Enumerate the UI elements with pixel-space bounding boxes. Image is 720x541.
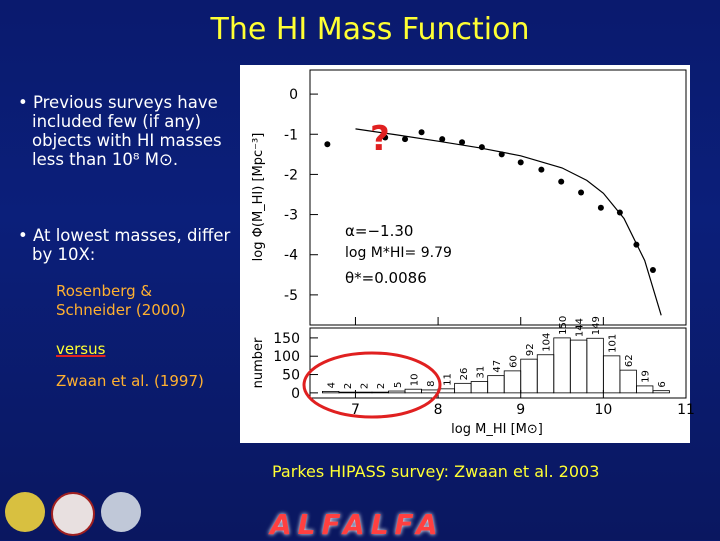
y-tick-label: -1 bbox=[284, 127, 298, 143]
bar-label: 2 bbox=[343, 383, 354, 389]
histogram-bar bbox=[371, 391, 389, 394]
data-point bbox=[439, 136, 446, 143]
annotation: ? bbox=[370, 119, 390, 159]
histogram-bar bbox=[355, 391, 373, 394]
x-tick-label: 8 bbox=[434, 402, 443, 418]
bar-label: 92 bbox=[525, 343, 536, 356]
histogram-bar bbox=[652, 390, 670, 394]
x-tick-label: 11 bbox=[677, 402, 695, 418]
logo bbox=[5, 492, 45, 532]
bar-label: 62 bbox=[624, 354, 635, 367]
bar-label: 150 bbox=[558, 316, 569, 335]
plot-frame bbox=[309, 69, 687, 326]
annotation: log M*HI= 9.79 bbox=[345, 245, 452, 261]
reference: Zwaan et al. (1997) bbox=[56, 372, 204, 390]
x-tick-label: 10 bbox=[594, 402, 612, 418]
bar-label: 4 bbox=[327, 382, 338, 388]
data-point bbox=[459, 139, 466, 146]
bar-label: 47 bbox=[492, 360, 503, 373]
bar-label: 2 bbox=[376, 383, 387, 389]
fit-line bbox=[355, 128, 662, 316]
y-tick-label: -4 bbox=[284, 248, 298, 264]
data-point bbox=[418, 129, 425, 136]
y-tick-label: -5 bbox=[284, 288, 298, 304]
reference: Rosenberg & Schneider (2000) bbox=[56, 282, 186, 319]
histogram-bar bbox=[338, 391, 356, 394]
data-point bbox=[649, 266, 656, 273]
bar-label: 19 bbox=[641, 370, 652, 383]
bullet: • Previous surveys have included few (if… bbox=[18, 93, 222, 169]
x-axis-label: log M_HI [M⊙] bbox=[451, 422, 543, 437]
data-point bbox=[578, 189, 585, 196]
data-point bbox=[324, 141, 331, 148]
bar-label: 60 bbox=[508, 355, 519, 368]
histogram-bar bbox=[619, 369, 637, 394]
logo bbox=[51, 492, 95, 536]
histogram-bar bbox=[636, 385, 654, 394]
bar-label: 101 bbox=[608, 334, 619, 353]
x-tick-label: 9 bbox=[516, 402, 525, 418]
x-tick-label: 7 bbox=[351, 402, 360, 418]
data-point bbox=[402, 136, 409, 143]
bar-label: 31 bbox=[475, 366, 486, 379]
annotation: α=−1.30 bbox=[345, 222, 413, 240]
chart-background bbox=[240, 65, 690, 443]
plot-frame bbox=[309, 327, 687, 399]
bar-label: 26 bbox=[459, 368, 470, 381]
data-point bbox=[558, 178, 565, 185]
bar-label: 144 bbox=[575, 318, 586, 337]
logos bbox=[5, 492, 205, 536]
data-point bbox=[517, 159, 524, 166]
logo bbox=[101, 492, 141, 532]
y-tick-label: 150 bbox=[273, 331, 300, 347]
y-tick-label: 0 bbox=[291, 386, 300, 402]
annotation: θ*=0.0086 bbox=[345, 269, 427, 287]
caption: Parkes HIPASS survey: Zwaan et al. 2003 bbox=[272, 462, 600, 481]
slide-title: The HI Mass Function bbox=[210, 12, 530, 47]
bar-label: 2 bbox=[360, 383, 371, 389]
bar-label: 10 bbox=[409, 373, 420, 386]
y-axis-label: number bbox=[251, 337, 266, 388]
data-point bbox=[538, 166, 545, 173]
bar-label: 11 bbox=[442, 373, 453, 386]
bullet: • At lowest masses, differ by 10X: bbox=[18, 226, 231, 264]
versus: versus bbox=[56, 340, 106, 358]
data-point bbox=[597, 204, 604, 211]
y-tick-label: 100 bbox=[273, 349, 300, 365]
y-axis-label: log Φ(M_HI) [Mpc⁻³] bbox=[251, 133, 266, 262]
alfalfa-logo: ALFALFA bbox=[270, 508, 444, 541]
bar-label: 5 bbox=[393, 382, 404, 388]
y-tick-label: -2 bbox=[284, 167, 298, 183]
bar-label: 6 bbox=[657, 381, 668, 387]
data-point bbox=[382, 134, 389, 141]
y-tick-label: 0 bbox=[289, 87, 298, 103]
bar-label: 8 bbox=[426, 381, 437, 387]
bar-label: 104 bbox=[542, 333, 553, 352]
bar-label: 149 bbox=[591, 316, 602, 335]
y-tick-label: 50 bbox=[282, 368, 300, 384]
y-tick-label: -3 bbox=[284, 208, 298, 224]
highlight-circle bbox=[302, 351, 442, 419]
